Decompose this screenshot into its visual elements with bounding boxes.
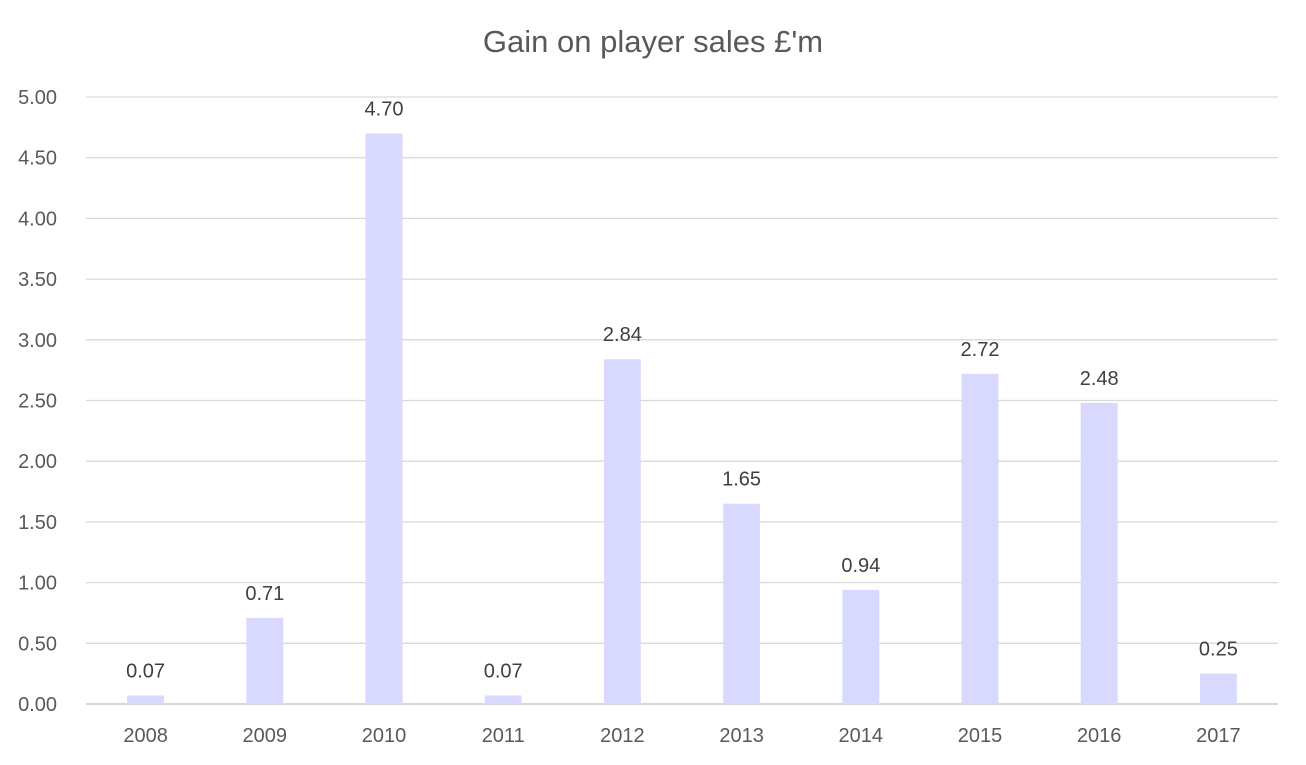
y-tick-label: 5.00 xyxy=(18,87,57,109)
y-tick-label: 1.00 xyxy=(18,573,57,595)
y-tick-label: 3.50 xyxy=(18,269,57,291)
x-tick-label: 2008 xyxy=(123,725,168,747)
y-tick-label: 1.50 xyxy=(18,512,57,534)
data-label: 0.25 xyxy=(1199,639,1238,661)
bar xyxy=(127,695,165,704)
data-label: 0.07 xyxy=(484,661,523,683)
y-tick-label: 2.50 xyxy=(18,391,57,413)
data-label: 0.94 xyxy=(841,555,880,577)
bar xyxy=(365,133,403,705)
bar xyxy=(842,589,880,704)
bar xyxy=(484,695,522,704)
bar xyxy=(603,359,641,704)
x-tick-label: 2009 xyxy=(243,725,288,747)
data-label: 2.48 xyxy=(1080,368,1119,390)
x-tick-label: 2012 xyxy=(600,725,645,747)
bar xyxy=(723,503,761,704)
x-tick-label: 2013 xyxy=(719,725,764,747)
x-tick-label: 2010 xyxy=(362,725,407,747)
y-tick-label: 3.00 xyxy=(18,330,57,352)
data-label: 1.65 xyxy=(722,469,761,491)
x-tick-label: 2011 xyxy=(482,725,525,747)
data-label: 2.84 xyxy=(603,324,642,346)
bar xyxy=(1199,673,1237,704)
bar xyxy=(961,373,999,704)
chart-title: Gain on player sales £'m xyxy=(482,24,824,59)
data-label: 4.70 xyxy=(365,98,404,120)
x-tick-label: 2014 xyxy=(839,725,884,747)
x-tick-label: 2016 xyxy=(1077,725,1122,747)
y-tick-label: 4.00 xyxy=(18,208,57,230)
x-tick-label: 2017 xyxy=(1196,725,1241,747)
data-label: 2.72 xyxy=(961,339,1000,361)
bar xyxy=(246,617,284,704)
x-tick-label: 2015 xyxy=(958,725,1003,747)
y-tick-label: 0.00 xyxy=(18,694,57,716)
data-label: 0.07 xyxy=(126,661,165,683)
data-label: 0.71 xyxy=(245,583,284,605)
bar xyxy=(1080,402,1118,704)
y-tick-label: 4.50 xyxy=(18,148,57,170)
y-tick-label: 0.50 xyxy=(18,633,57,655)
y-tick-label: 2.00 xyxy=(18,451,57,473)
